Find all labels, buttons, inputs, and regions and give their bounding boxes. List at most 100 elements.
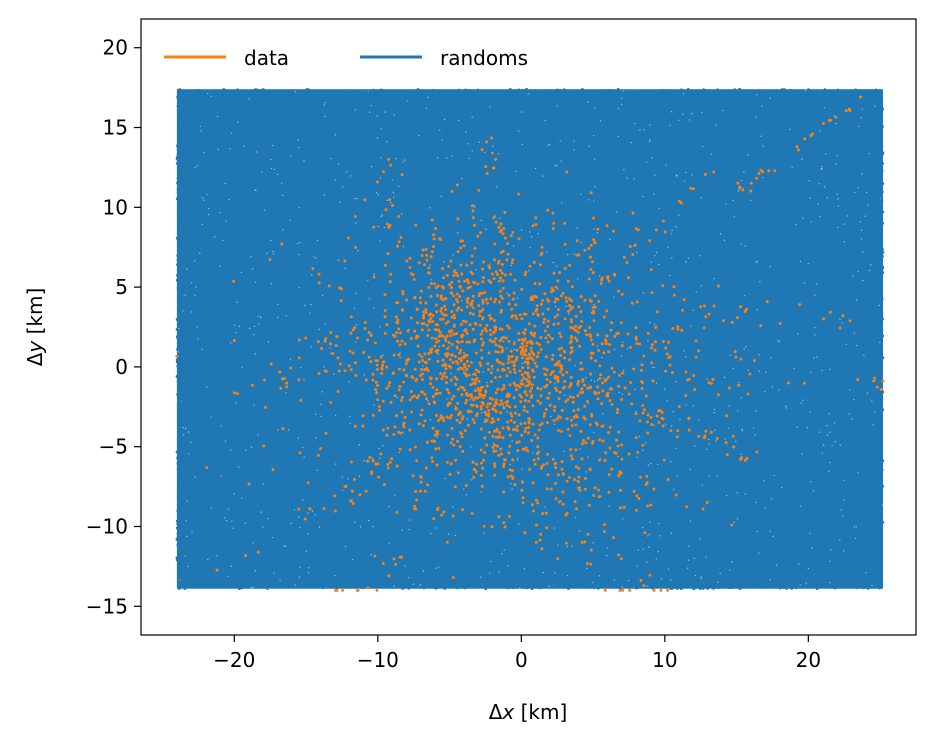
- data-point: [524, 312, 528, 316]
- data-point: [681, 308, 685, 312]
- randoms-gap: [840, 509, 842, 511]
- data-point: [514, 388, 518, 392]
- data-point: [485, 323, 489, 327]
- data-point: [649, 268, 653, 272]
- randoms-gap: [688, 545, 690, 547]
- randoms-point: [879, 338, 883, 342]
- randoms-point: [615, 89, 618, 93]
- data-point: [529, 396, 533, 400]
- randoms-gap: [649, 139, 651, 141]
- data-point: [546, 319, 550, 323]
- data-point: [465, 305, 469, 309]
- data-point: [573, 500, 577, 504]
- data-point: [612, 370, 616, 374]
- randoms-gap: [693, 557, 696, 560]
- data-point: [613, 451, 617, 455]
- data-point: [565, 417, 569, 421]
- randoms-gap: [422, 365, 424, 367]
- randoms-gap: [513, 340, 516, 343]
- randoms-point: [726, 586, 730, 589]
- randoms-point: [880, 394, 883, 398]
- data-point: [481, 308, 485, 312]
- randoms-gap: [373, 307, 375, 309]
- data-point: [536, 351, 540, 355]
- randoms-gap: [382, 444, 384, 447]
- data-point: [397, 367, 401, 371]
- data-point: [280, 377, 284, 381]
- randoms-gap: [399, 352, 401, 354]
- randoms-gap: [238, 325, 241, 328]
- randoms-gap: [857, 270, 859, 273]
- randoms-gap: [809, 411, 811, 413]
- data-point: [320, 346, 324, 350]
- randoms-gap: [759, 281, 761, 283]
- randoms-gap: [809, 197, 811, 199]
- data-point: [455, 331, 459, 335]
- randoms-point: [836, 88, 840, 92]
- data-point: [534, 216, 538, 220]
- data-point: [396, 339, 400, 343]
- data-point: [727, 386, 731, 390]
- data-point: [338, 286, 342, 290]
- data-point: [576, 330, 580, 334]
- randoms-gap: [691, 112, 693, 115]
- data-point: [539, 387, 543, 391]
- randoms-gap: [534, 167, 537, 170]
- data-point: [395, 464, 399, 468]
- randoms-point: [879, 473, 883, 477]
- randoms-gap: [227, 575, 230, 578]
- data-point: [353, 214, 357, 218]
- randoms-gap: [834, 122, 837, 125]
- randoms-point: [877, 548, 881, 552]
- data-point: [377, 475, 381, 479]
- randoms-gap: [860, 116, 862, 119]
- randoms-point: [265, 89, 269, 93]
- data-point: [381, 363, 385, 367]
- randoms-point: [855, 586, 859, 590]
- data-point: [539, 335, 543, 339]
- data-point: [524, 270, 528, 274]
- data-point: [622, 255, 626, 259]
- data-point: [391, 371, 395, 375]
- randoms-gap: [492, 368, 494, 370]
- randoms-gap: [823, 106, 825, 109]
- data-point: [569, 351, 573, 355]
- randoms-point: [175, 450, 179, 454]
- data-point: [648, 573, 652, 577]
- randoms-gap: [436, 157, 439, 159]
- data-point: [627, 392, 631, 396]
- randoms-gap: [689, 325, 692, 327]
- randoms-gap: [529, 231, 531, 233]
- data-point: [465, 398, 469, 402]
- data-point: [537, 428, 541, 432]
- randoms-gap: [341, 476, 344, 478]
- data-point: [351, 328, 355, 332]
- randoms-gap: [769, 265, 771, 268]
- data-point: [503, 273, 507, 277]
- randoms-gap: [248, 98, 250, 100]
- data-point: [602, 530, 606, 534]
- data-point: [371, 372, 375, 376]
- data-point: [456, 401, 460, 405]
- randoms-gap: [232, 527, 235, 529]
- y-tick-label: −5: [99, 435, 128, 459]
- randoms-gap: [566, 545, 569, 548]
- randoms-gap: [617, 107, 620, 110]
- randoms-point: [880, 328, 884, 332]
- data-point: [570, 334, 574, 338]
- data-point: [546, 340, 550, 344]
- randoms-point: [874, 88, 878, 92]
- randoms-gap: [254, 189, 256, 191]
- randoms-point: [175, 162, 179, 165]
- data-point: [269, 362, 273, 366]
- randoms-point: [176, 191, 180, 194]
- data-point: [538, 263, 542, 267]
- data-point: [317, 372, 321, 376]
- randoms-gap: [237, 466, 240, 468]
- randoms-gap: [563, 450, 565, 453]
- randoms-gap: [724, 438, 727, 440]
- data-point: [640, 380, 644, 384]
- data-point: [544, 373, 548, 377]
- randoms-gap: [372, 525, 374, 528]
- randoms-gap: [394, 158, 397, 160]
